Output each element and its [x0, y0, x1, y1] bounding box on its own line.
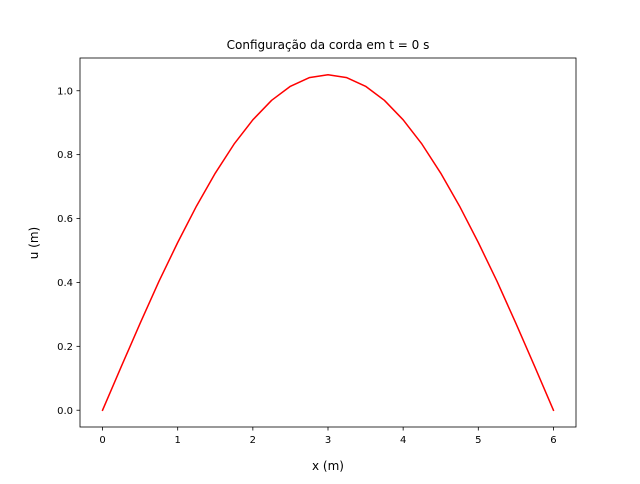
y-tick-label: 0.6 [57, 214, 73, 225]
y-tick-label: 0.8 [57, 150, 73, 161]
x-tick-label: 0 [99, 435, 105, 446]
x-axis-label: x (m) [312, 459, 344, 473]
y-tick-label: 1.0 [57, 86, 73, 97]
series-line-0 [101, 74, 555, 412]
x-tick-label: 2 [250, 435, 256, 446]
x-tick-label: 1 [175, 435, 181, 446]
y-tick-label: 0.4 [57, 278, 73, 289]
chart-title: Configuração da corda em t = 0 s [227, 38, 430, 52]
y-axis-label: u (m) [27, 227, 41, 259]
plot-area: 0 1 2 3 4 5 6 0.0 0.2 0.4 0.6 0.8 1.0 [57, 57, 577, 446]
x-tick-label: 3 [325, 435, 331, 446]
x-tick-label: 6 [550, 435, 556, 446]
x-tick-label: 4 [400, 435, 406, 446]
x-tick-label: 5 [475, 435, 481, 446]
y-tick-label: 0.2 [57, 342, 73, 353]
y-tick-label: 0.0 [57, 406, 73, 417]
